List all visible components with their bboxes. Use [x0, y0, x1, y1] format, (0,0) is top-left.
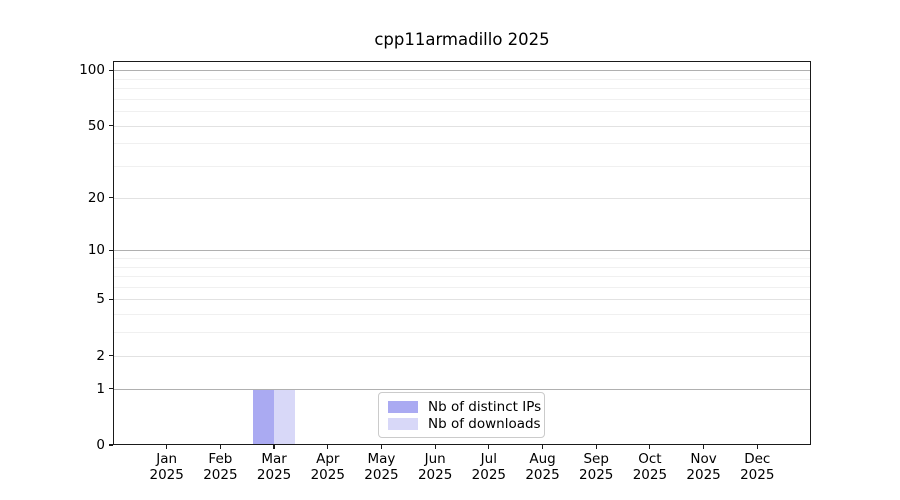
x-tick-label: Oct 2025	[620, 451, 680, 483]
y-tick-label: 100	[79, 62, 105, 79]
gridline-decade	[114, 388, 810, 390]
x-tick	[541, 445, 544, 449]
gridline-minor	[114, 111, 810, 113]
x-tick-label-month: May	[367, 451, 396, 467]
x-tick	[166, 445, 168, 449]
y-tick-label: 10	[87, 242, 105, 259]
x-tick-label-year: 2025	[686, 466, 721, 483]
gridline-minor	[114, 332, 810, 334]
x-tick-label-month: Jan	[156, 451, 178, 467]
y-tick-label: 2	[96, 347, 105, 364]
x-tick-label-month: Aug	[529, 451, 556, 467]
x-tick-label-year: 2025	[364, 466, 399, 483]
y-tick-label: 20	[87, 189, 105, 206]
x-tick-label: May 2025	[351, 451, 411, 483]
x-tick-label-year: 2025	[579, 466, 614, 483]
legend-item-downloads: Nb of downloads	[388, 416, 541, 432]
x-tick-label: Dec 2025	[727, 451, 787, 483]
gridline-major	[114, 125, 810, 127]
x-tick-label-year: 2025	[525, 466, 560, 483]
legend-item-distinct-ips: Nb of distinct IPs	[388, 399, 541, 415]
gridline-minor	[114, 88, 810, 90]
gridline-major	[114, 355, 810, 357]
x-tick-label: Sep 2025	[566, 451, 626, 483]
legend-swatch-downloads	[388, 417, 418, 430]
gridline-decade	[114, 250, 810, 252]
x-tick-label-year: 2025	[310, 466, 345, 483]
y-tick	[109, 69, 113, 71]
gridline-major	[114, 197, 810, 199]
chart-title: cpp11armadillo 2025	[374, 30, 550, 49]
x-tick	[649, 445, 651, 449]
y-tick	[109, 197, 113, 199]
x-tick-label-month: Feb	[208, 451, 233, 467]
x-tick	[273, 445, 275, 449]
legend-label-downloads: Nb of downloads	[428, 415, 541, 432]
gridline-minor	[114, 266, 810, 268]
x-tick	[219, 445, 221, 449]
gridline-minor	[114, 143, 810, 145]
gridline-minor	[114, 276, 810, 278]
plot-area	[113, 61, 811, 445]
x-tick-label-year: 2025	[149, 466, 184, 483]
gridline-minor	[114, 286, 810, 288]
x-tick-label-month: Nov	[690, 451, 717, 467]
y-tick	[109, 444, 113, 446]
x-tick-label: Nov 2025	[674, 451, 734, 483]
y-tick	[109, 125, 113, 127]
x-tick-label-year: 2025	[632, 466, 668, 483]
x-tick-label-year: 2025	[256, 466, 292, 483]
y-tick	[109, 249, 113, 251]
x-tick-label: Apr 2025	[298, 451, 358, 483]
y-tick-label: 0	[96, 437, 105, 453]
x-tick-label-month: Oct	[638, 451, 662, 467]
x-tick-label-month: Jun	[424, 451, 446, 467]
bar-downloads	[274, 389, 296, 444]
gridline-major	[114, 299, 810, 301]
x-tick-label-month: Jul	[480, 451, 497, 467]
x-tick-label: Mar 2025	[244, 451, 304, 483]
gridline-minor	[114, 257, 810, 259]
x-tick	[756, 445, 758, 449]
y-tick-label: 5	[96, 291, 105, 308]
x-tick-label-month: Apr	[316, 451, 340, 467]
x-tick	[327, 445, 329, 449]
legend: Nb of distinct IPs Nb of downloads	[378, 392, 545, 438]
gridline-decade	[114, 70, 810, 72]
x-tick-label-month: Sep	[583, 451, 609, 467]
legend-swatch-distinct-ips	[388, 400, 418, 413]
y-tick-label: 50	[87, 117, 105, 134]
x-tick-label: Jan 2025	[137, 451, 197, 483]
x-tick	[380, 445, 383, 449]
y-tick	[109, 298, 113, 301]
x-tick	[488, 445, 490, 449]
x-tick-label-month: Mar	[261, 451, 287, 467]
y-tick	[109, 388, 113, 390]
gridline-minor	[114, 78, 810, 80]
gridline-minor	[114, 166, 810, 168]
y-tick-label: 1	[96, 380, 105, 397]
x-tick-label-year: 2025	[203, 466, 238, 483]
x-tick-label: Aug 2025	[513, 451, 573, 483]
x-tick-label: Jun 2025	[405, 451, 465, 483]
bar-distinct-ips	[253, 389, 275, 444]
x-tick-label-year: 2025	[740, 466, 775, 483]
x-tick	[703, 445, 705, 449]
x-tick	[595, 445, 597, 449]
x-tick-label-year: 2025	[471, 466, 506, 483]
legend-label-distinct-ips: Nb of distinct IPs	[428, 398, 542, 415]
x-tick-label-month: Dec	[744, 451, 771, 467]
x-tick	[434, 445, 436, 449]
y-tick	[109, 355, 113, 357]
x-tick-label-year: 2025	[417, 466, 453, 483]
gridline-minor	[114, 98, 810, 100]
x-tick-label: Jul 2025	[459, 451, 519, 483]
gridline-minor	[114, 314, 810, 316]
x-tick-label: Feb 2025	[190, 451, 250, 483]
